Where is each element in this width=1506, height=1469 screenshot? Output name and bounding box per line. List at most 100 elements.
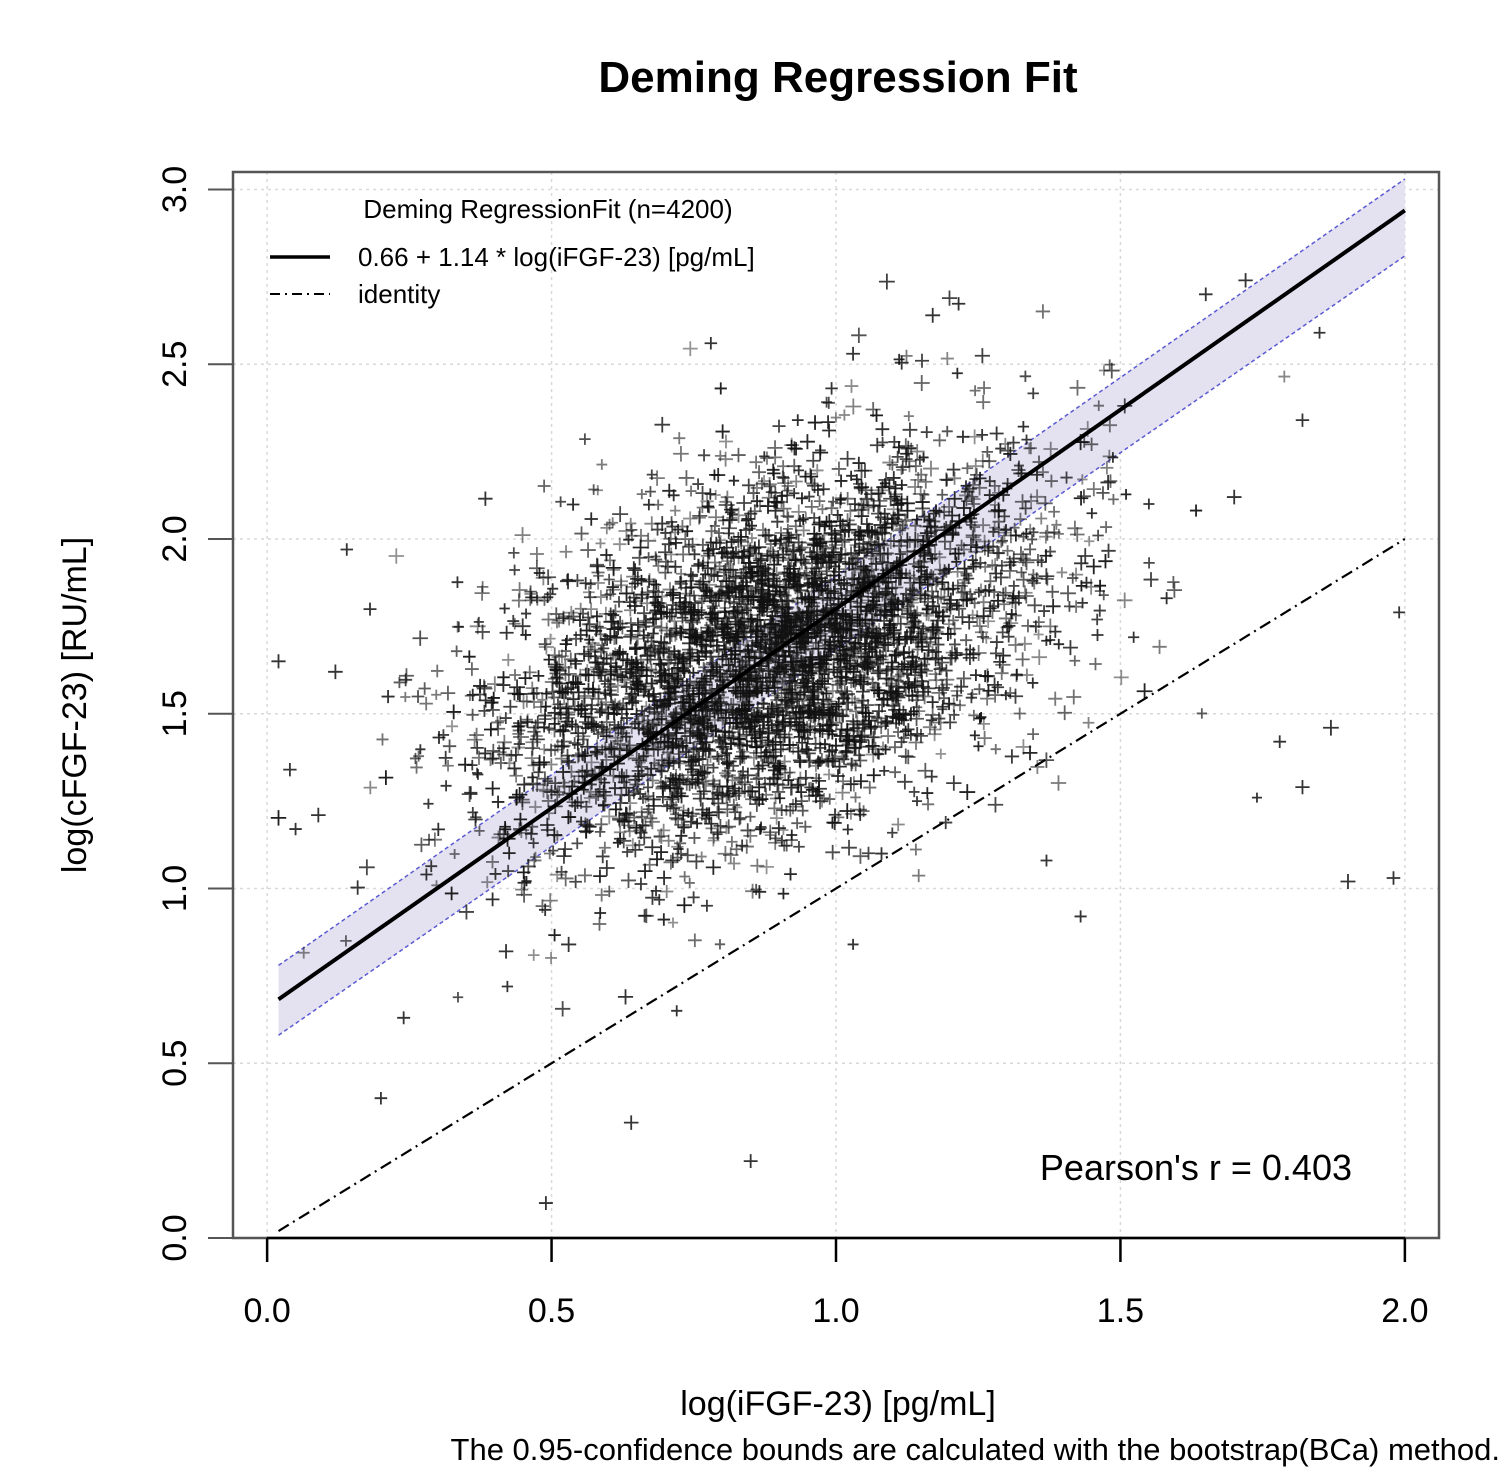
point-2044: [614, 578, 628, 592]
point-3431: [508, 547, 520, 559]
point-2854: [960, 567, 972, 580]
point-2350: [875, 422, 890, 437]
point-924: [650, 553, 663, 566]
point-1517: [969, 610, 985, 626]
point-3415: [789, 797, 803, 811]
point-2510: [800, 743, 812, 755]
point-3175: [943, 715, 957, 730]
point-1862: [861, 846, 876, 860]
point-3575: [973, 683, 985, 695]
point-3427: [673, 756, 688, 771]
point-2228: [701, 500, 715, 513]
point-2469: [485, 781, 500, 796]
point-2057: [1015, 572, 1032, 588]
point-2692: [741, 688, 755, 702]
point-4110: [580, 542, 596, 558]
point-2739: [440, 685, 456, 701]
point-3437: [743, 786, 754, 797]
point-3331: [617, 775, 631, 789]
point-2491: [701, 807, 713, 819]
point-3912: [451, 576, 464, 589]
point-3108: [496, 678, 511, 693]
point-1441: [852, 456, 866, 470]
point-2384: [637, 830, 652, 845]
point-2706: [723, 663, 738, 679]
point-304: [947, 491, 963, 507]
point-889: [471, 750, 487, 765]
point-2093: [595, 888, 609, 902]
point-3238: [895, 593, 911, 609]
point-2724: [1008, 580, 1020, 592]
point-3235: [594, 645, 608, 659]
point-2429: [646, 677, 658, 690]
point-983: [507, 761, 522, 776]
point-2909: [1075, 580, 1088, 592]
point-1432: [948, 709, 960, 721]
point-3509: [862, 642, 877, 657]
point-3189: [831, 461, 847, 477]
point-1472: [771, 686, 785, 700]
point-1866: [654, 416, 671, 433]
point-3473: [760, 672, 771, 683]
point-3700: [737, 784, 752, 798]
y-tick-label-5: 2.5: [156, 341, 194, 388]
point-1469: [911, 796, 923, 807]
point-667: [984, 475, 996, 487]
point-1733: [715, 424, 730, 439]
point-2043: [585, 579, 596, 590]
point-1883: [964, 644, 976, 655]
point-2489: [784, 739, 796, 751]
point-851: [843, 777, 858, 792]
point-1111: [917, 762, 934, 779]
point-672: [902, 454, 916, 468]
point-2774: [1084, 437, 1099, 451]
point-2627: [489, 867, 502, 880]
point-2186: [620, 681, 633, 693]
point-2630: [909, 459, 923, 473]
point-2090: [1027, 597, 1043, 613]
point-2430: [865, 401, 881, 417]
point-3670: [696, 684, 708, 696]
point-2752: [852, 848, 869, 864]
point-2734: [709, 563, 722, 576]
point-2596: [725, 536, 738, 548]
point-2032: [825, 844, 841, 860]
point-4198: [498, 944, 514, 959]
point-213: [999, 586, 1012, 599]
point-198: [935, 748, 947, 760]
point-969: [947, 614, 959, 626]
point-1514: [613, 537, 627, 551]
point-3304: [819, 738, 831, 750]
point-210: [358, 859, 375, 876]
point-3510: [1018, 553, 1033, 567]
point-3538: [685, 758, 700, 774]
point-3675: [743, 560, 758, 574]
point-3184: [775, 737, 791, 753]
point-3259: [430, 664, 444, 678]
point-149: [1101, 543, 1116, 558]
point-1459: [1044, 545, 1056, 558]
point-3480: [639, 663, 654, 678]
point-2293: [1023, 543, 1037, 556]
point-3204: [807, 478, 822, 494]
point-3659: [754, 727, 767, 740]
point-3567: [499, 821, 511, 833]
point-2744: [603, 573, 615, 586]
point-2437: [398, 668, 414, 684]
point-676: [676, 897, 693, 913]
point-678: [911, 514, 923, 525]
point-2041: [509, 679, 525, 696]
point-3310: [778, 579, 795, 595]
point-3588: [597, 800, 609, 811]
point-2549: [995, 647, 1011, 664]
point-2783: [976, 395, 991, 410]
point-1516: [723, 789, 737, 803]
point-3088: [993, 505, 1005, 518]
point-3596: [540, 569, 556, 586]
point-1874: [750, 772, 763, 786]
point-2608: [665, 852, 681, 868]
point-2122: [1002, 619, 1016, 633]
point-308: [851, 327, 867, 344]
point-3048: [767, 466, 781, 480]
